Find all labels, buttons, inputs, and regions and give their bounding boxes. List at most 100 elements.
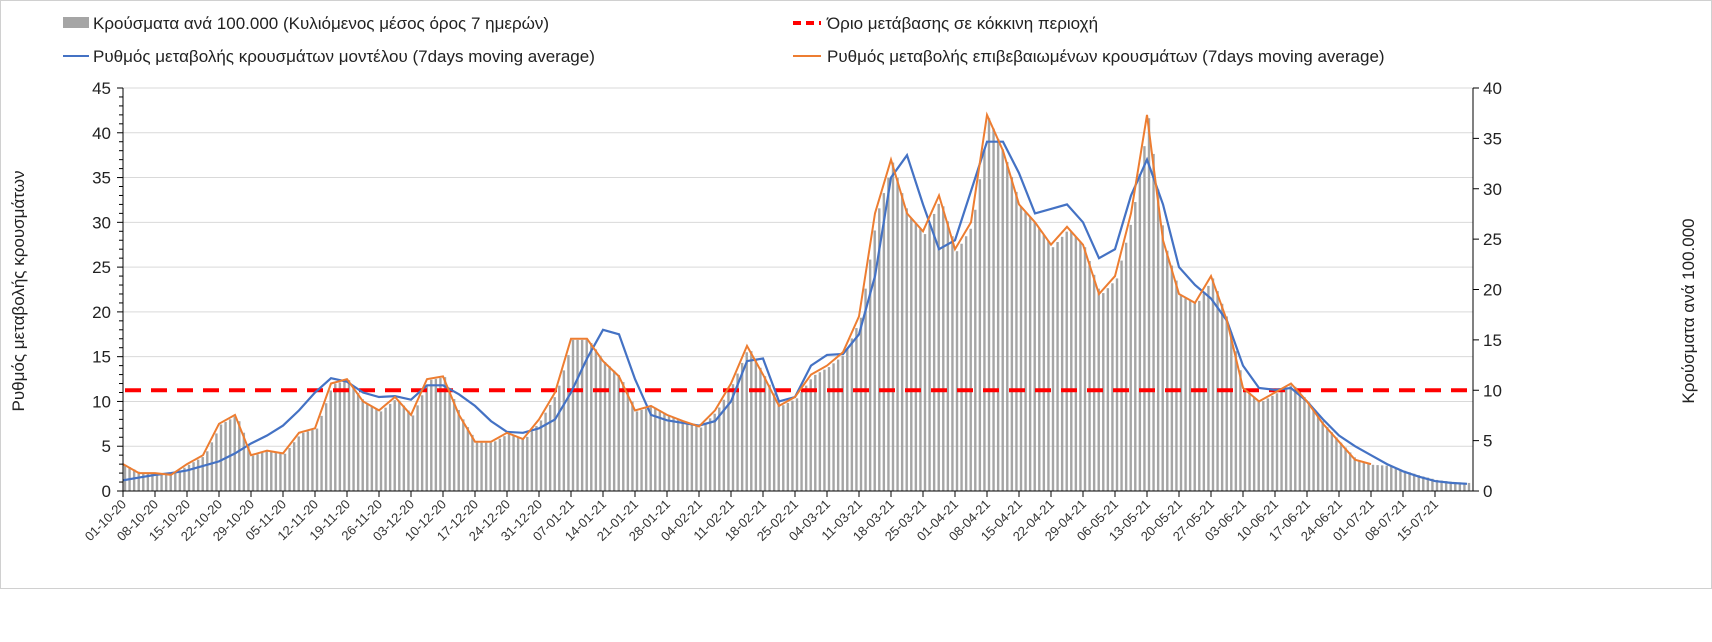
bar: [439, 378, 442, 491]
bar: [740, 362, 744, 491]
bar: [270, 451, 273, 491]
bar: [791, 400, 794, 491]
bar: [1070, 231, 1073, 491]
bar: [434, 378, 438, 491]
bar: [1111, 283, 1114, 491]
bar: [219, 424, 223, 491]
bar: [1115, 278, 1119, 491]
bar: [1458, 482, 1462, 491]
bar: [1010, 176, 1014, 491]
y-left-tick-label: 40: [92, 124, 111, 143]
bar: [676, 418, 680, 491]
bar: [1179, 295, 1183, 491]
bar: [1207, 285, 1210, 491]
bar: [594, 349, 598, 491]
bar: [1426, 477, 1430, 491]
bar: [356, 392, 360, 491]
bar: [1444, 481, 1448, 491]
y-left-tick-label: 20: [92, 303, 111, 322]
bar: [489, 442, 492, 491]
bar: [1431, 478, 1434, 491]
bar: [1079, 242, 1082, 491]
bar: [1348, 452, 1352, 491]
bar: [713, 413, 716, 491]
bar: [1422, 476, 1425, 491]
bar: [151, 472, 154, 491]
bar: [910, 218, 913, 491]
bar: [1225, 316, 1228, 491]
bar: [827, 367, 831, 491]
bar: [809, 379, 812, 491]
bar: [759, 367, 762, 491]
bar: [585, 339, 588, 491]
bar: [795, 398, 799, 491]
bar: [763, 376, 767, 491]
bar: [169, 474, 172, 491]
bar: [448, 388, 451, 491]
bar: [375, 408, 378, 491]
bar: [718, 407, 721, 491]
bar: [1440, 480, 1443, 491]
bar: [1102, 293, 1105, 491]
bar: [398, 400, 401, 491]
bar: [343, 381, 346, 491]
bar: [1161, 225, 1164, 491]
bar: [1335, 437, 1338, 491]
bar: [1042, 234, 1046, 491]
bar: [690, 424, 694, 491]
bar: [494, 441, 497, 491]
bar: [1394, 467, 1398, 491]
bar: [841, 355, 844, 491]
bar: [123, 464, 127, 491]
bar: [210, 442, 214, 491]
bar: [649, 407, 652, 491]
bar: [699, 427, 703, 491]
bar: [535, 425, 538, 491]
bar: [1303, 397, 1306, 491]
bar: [320, 415, 323, 491]
bar: [1015, 191, 1018, 491]
y-right-tick-label: 5: [1483, 432, 1492, 451]
bar: [1047, 240, 1050, 491]
bar: [969, 228, 972, 491]
bar: [265, 451, 268, 491]
bar: [855, 328, 858, 491]
legend-threshold-label: Όριο μετάβασης σε κόκκινη περιοχή: [826, 14, 1098, 33]
y-right-tick-label: 20: [1483, 281, 1502, 300]
bar: [132, 469, 136, 491]
bar: [361, 399, 364, 491]
bar: [1289, 385, 1292, 491]
bar: [1358, 460, 1361, 491]
bar: [512, 435, 515, 491]
bar: [1449, 481, 1452, 491]
bar: [617, 374, 620, 491]
y-axis-left-title: Ρυθμός μεταβολής κρουσμάτων: [9, 171, 28, 412]
bar: [631, 401, 634, 491]
bar: [142, 472, 145, 491]
bar: [1330, 432, 1334, 491]
bar: [1006, 161, 1009, 491]
bar: [160, 473, 163, 491]
bar: [599, 355, 602, 491]
model-rate-line: [122, 140, 1468, 485]
bar: [256, 454, 259, 491]
y-right-tick-label: 35: [1483, 129, 1502, 148]
bar: [1051, 247, 1055, 491]
bar: [768, 384, 771, 491]
bar: [146, 472, 150, 491]
bar: [960, 243, 963, 491]
bar: [466, 427, 470, 491]
bar: [1417, 475, 1420, 491]
bar: [919, 228, 922, 491]
bar: [750, 351, 753, 491]
bar: [558, 385, 561, 491]
bar: [1362, 461, 1366, 491]
bar: [1399, 469, 1402, 491]
bar: [379, 411, 383, 491]
bar: [1312, 408, 1315, 491]
bar: [206, 451, 209, 491]
bar: [1344, 447, 1347, 491]
legend-bars-swatch: [63, 17, 89, 28]
bar: [754, 359, 758, 491]
bar: [850, 338, 854, 491]
